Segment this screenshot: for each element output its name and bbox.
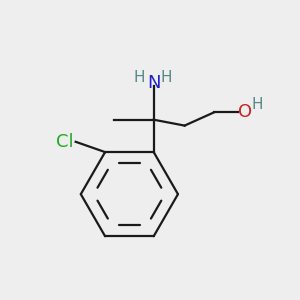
Text: H: H bbox=[252, 97, 263, 112]
Text: Cl: Cl bbox=[56, 133, 73, 151]
Text: H: H bbox=[160, 70, 172, 85]
Text: H: H bbox=[133, 70, 145, 85]
Text: N: N bbox=[147, 74, 160, 92]
Text: O: O bbox=[238, 103, 252, 121]
